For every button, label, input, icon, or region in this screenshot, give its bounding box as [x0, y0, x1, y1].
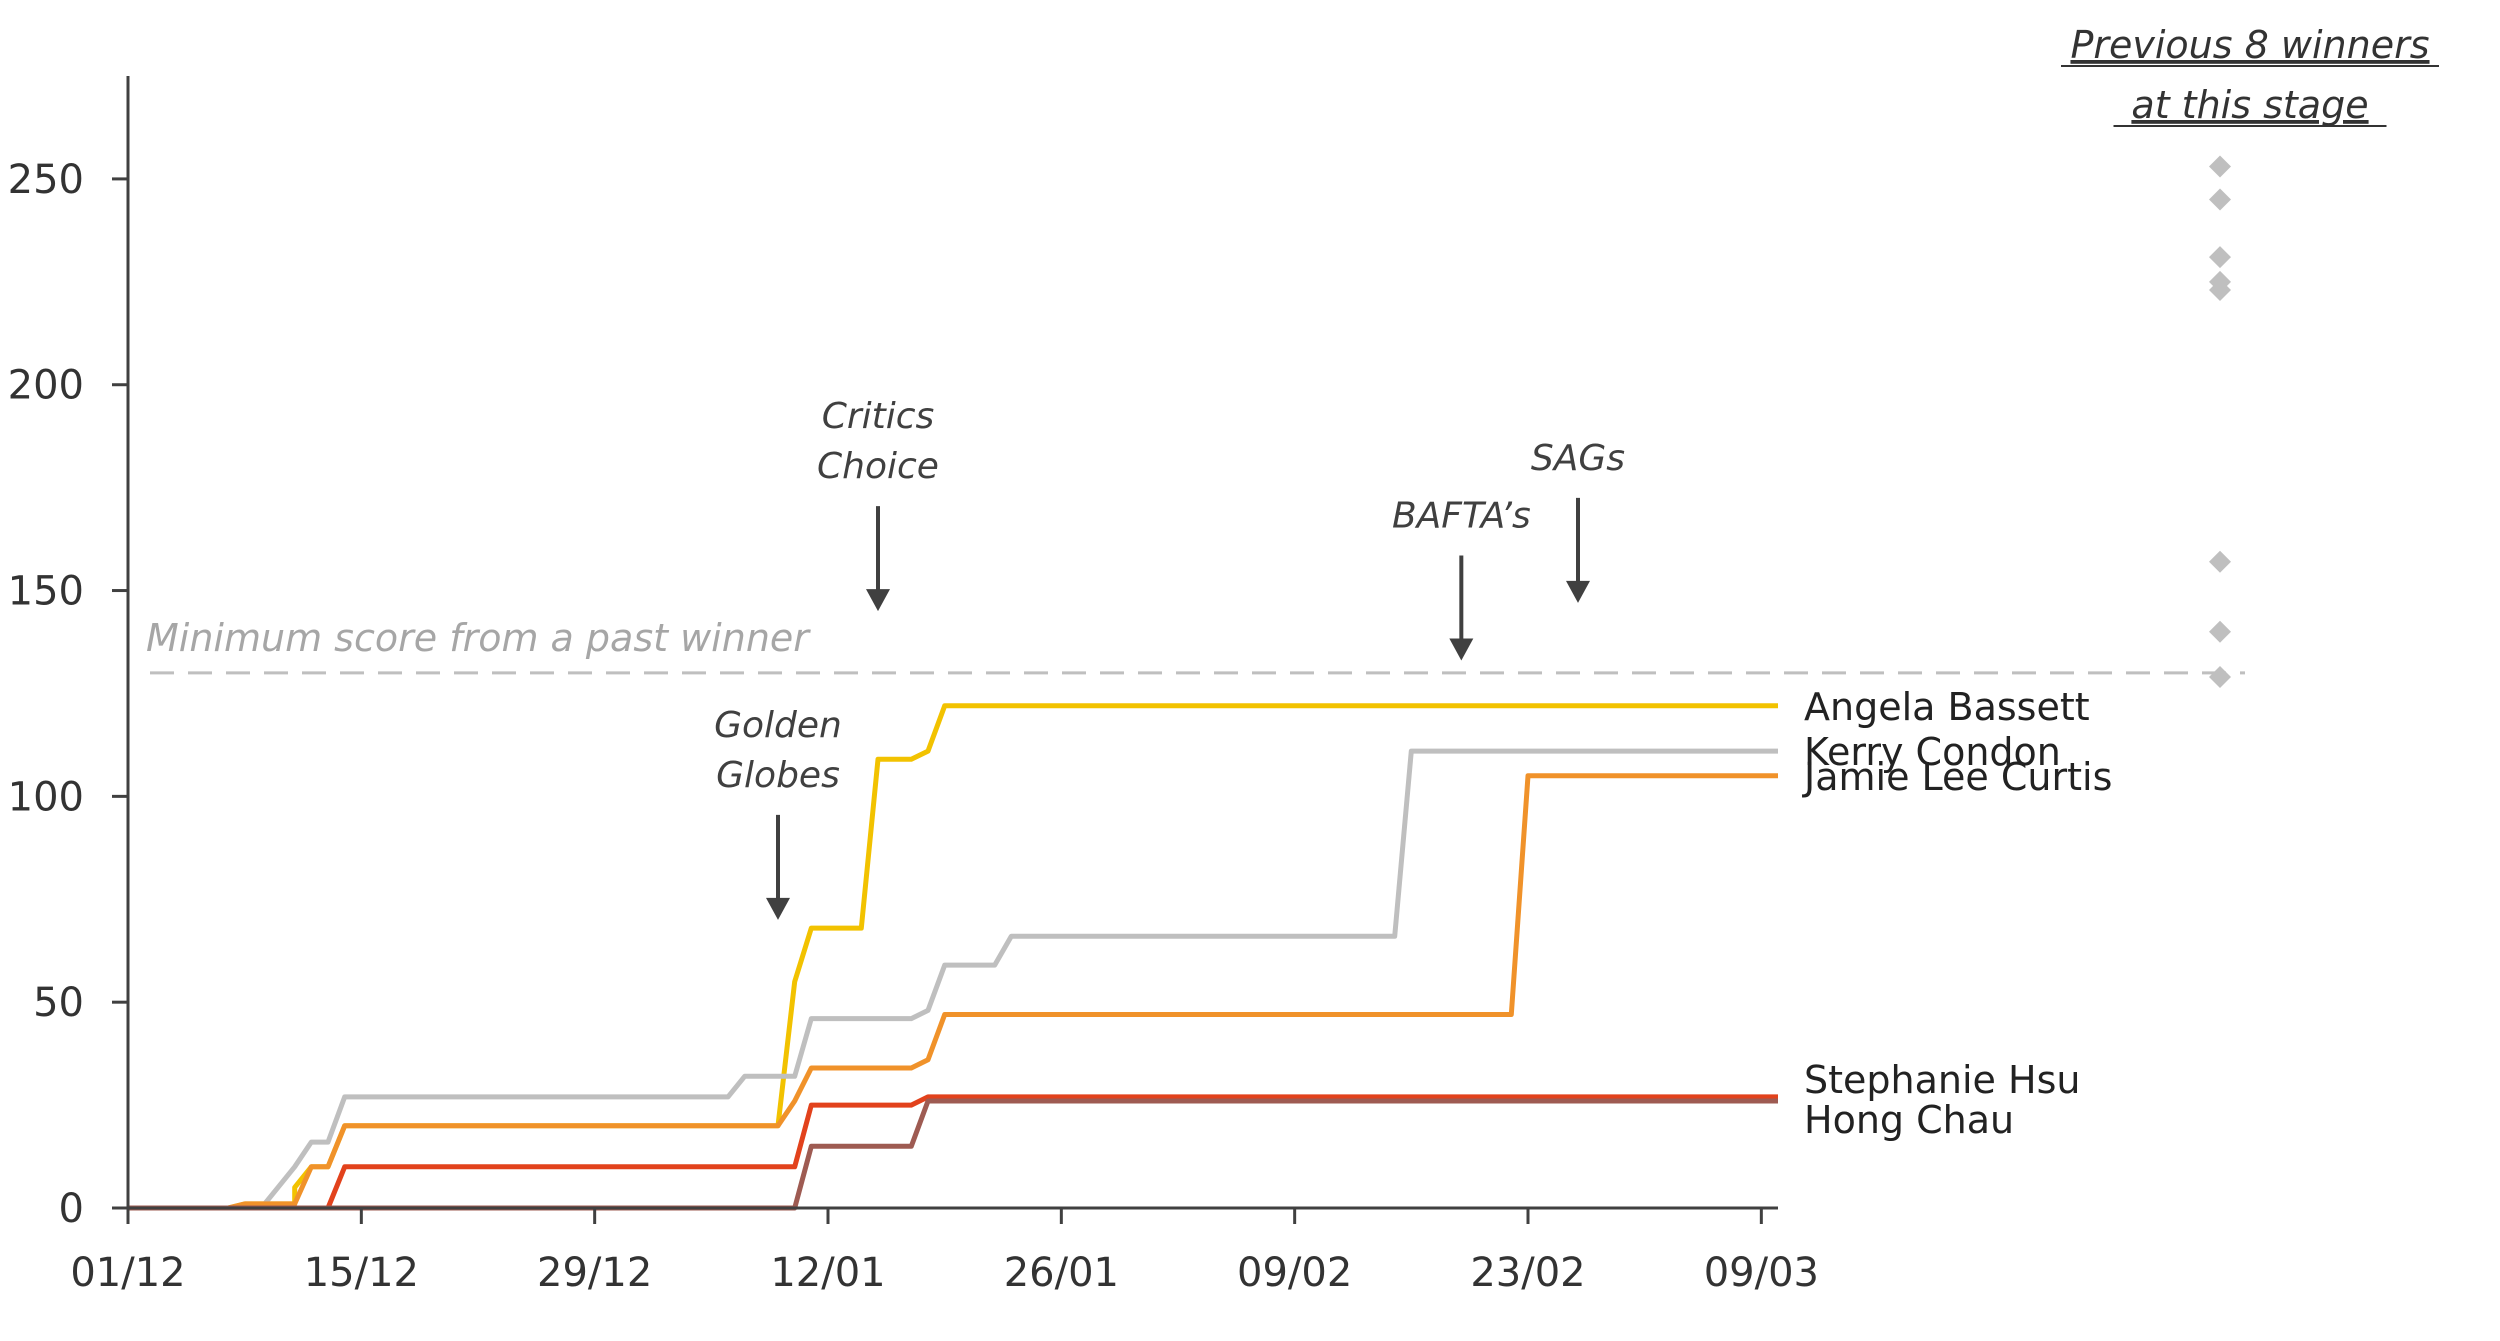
- annotation-label: SAGs: [1531, 438, 1625, 479]
- x-ticks-group: 01/12 15/12 29/12 12/01 26/01 09/02 23/02 09/03: [70, 1208, 1819, 1296]
- x-tick-label: 26/01: [1004, 1250, 1119, 1296]
- previous-winner-marker: [2209, 246, 2231, 269]
- annotation-label: Golden: [714, 705, 842, 746]
- series-line: [128, 1098, 1778, 1211]
- previous-winner-marker: [2209, 550, 2231, 573]
- annotation-arrowhead: [766, 897, 790, 920]
- series-line: [128, 773, 1778, 1211]
- previous-winners-title: Previous 8 winners: [2070, 23, 2429, 67]
- annotation-label: Globes: [716, 755, 840, 796]
- series-line: [128, 748, 1778, 1211]
- previous-winner-marker: [2209, 620, 2231, 643]
- x-tick-label: 12/01: [770, 1250, 885, 1296]
- y-tick-label: 50: [33, 980, 84, 1026]
- previous-winner-marker: [2209, 279, 2231, 302]
- previous-winners-group: Previous 8 winners at this stage: [2061, 23, 2439, 688]
- series-label: Kerry Condon: [1804, 730, 2061, 774]
- previous-winners-title: at this stage: [2131, 83, 2368, 127]
- axes-group: [126, 76, 1778, 1210]
- annotation-arrowhead: [1566, 580, 1590, 603]
- y-tick-label: 0: [59, 1186, 84, 1232]
- reference-line-label: Minimum score from a past winner: [146, 616, 811, 660]
- series-line: [128, 1094, 1778, 1211]
- annotation-label: Critics: [822, 396, 935, 437]
- x-tick-label: 23/02: [1470, 1250, 1585, 1296]
- annotation-arrowhead: [1449, 638, 1474, 661]
- series-label: Stephanie Hsu: [1804, 1058, 2080, 1102]
- series-line: [128, 703, 1778, 1211]
- y-tick-label: 100: [8, 774, 84, 820]
- y-tick-label: 250: [8, 157, 84, 203]
- series-label: Jamie Lee Curtis: [1802, 755, 2112, 799]
- series-label: Angela Bassett: [1804, 685, 2090, 729]
- previous-winner-marker: [2209, 188, 2231, 211]
- x-tick-label: 09/02: [1237, 1250, 1352, 1296]
- previous-winner-marker: [2209, 665, 2231, 688]
- y-tick-label: 200: [8, 363, 84, 409]
- x-tick-label: 01/12: [70, 1250, 185, 1296]
- x-tick-label: 09/03: [1704, 1250, 1819, 1296]
- series-group: [128, 703, 1778, 1211]
- y-ticks-group: 0 50 100 150 200 250: [8, 157, 128, 1232]
- annotation-label: Choice: [817, 446, 939, 487]
- y-tick-label: 150: [8, 569, 84, 615]
- previous-winner-marker: [2209, 155, 2231, 178]
- annotation-label: BAFTA’s: [1392, 496, 1531, 537]
- x-tick-label: 15/12: [304, 1250, 419, 1296]
- series-label: Hong Chau: [1804, 1098, 2014, 1142]
- annotation-arrowhead: [866, 589, 890, 612]
- x-tick-label: 29/12: [537, 1250, 652, 1296]
- reference-line-group: Minimum score from a past winner: [146, 616, 2245, 675]
